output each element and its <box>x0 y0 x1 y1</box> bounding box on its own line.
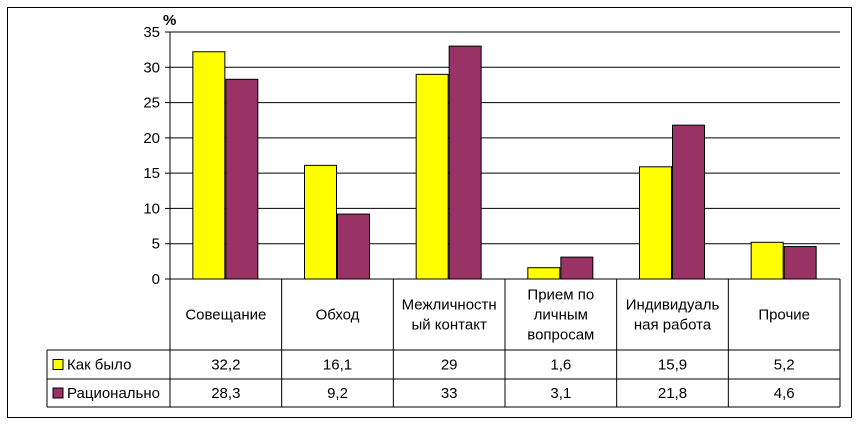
data-value: 1,6 <box>550 357 571 374</box>
y-tick-label: 35 <box>143 24 160 41</box>
y-tick-label: 0 <box>152 271 160 288</box>
chart-frame <box>7 7 852 418</box>
bar-kak-bylo <box>415 73 449 280</box>
bar-racionalno <box>448 45 482 280</box>
y-axis-label: % <box>163 12 176 29</box>
y-tick-label: 10 <box>143 200 160 217</box>
bars <box>192 45 817 280</box>
y-tick-label: 15 <box>143 165 160 182</box>
legend-label: Как было <box>67 357 131 374</box>
bar-racionalno <box>560 256 594 280</box>
data-value: 32,2 <box>211 357 240 374</box>
category-label: Прочие <box>758 307 810 324</box>
legend-label: Рационально <box>67 385 160 402</box>
bar-kak-bylo <box>750 241 784 280</box>
bar-kak-bylo <box>192 51 226 280</box>
category-label: личным <box>534 307 588 324</box>
bar-racionalno <box>672 124 705 280</box>
data-value: 4,6 <box>774 385 795 402</box>
data-value: 5,2 <box>774 357 795 374</box>
data-value: 33 <box>441 385 458 402</box>
data-value: 16,1 <box>323 357 352 374</box>
bar-kak-bylo <box>527 267 561 280</box>
y-axis: 0 5 10 15 20 25 30 35 <box>143 24 171 288</box>
category-label: Прием по <box>527 287 594 304</box>
category-label: ый контакт <box>411 317 486 334</box>
gridlines <box>170 31 840 280</box>
category-label: ная работа <box>634 317 712 334</box>
category-label: вопросам <box>527 327 594 344</box>
y-tick-label: 30 <box>143 59 160 76</box>
category-label: Индивидуаль <box>626 297 720 314</box>
bar-racionalno <box>225 78 259 280</box>
data-value: 9,2 <box>327 385 348 402</box>
y-tick-label: 25 <box>143 95 160 112</box>
category-label: Обход <box>316 307 360 324</box>
data-value: 28,3 <box>211 385 240 402</box>
y-tick-label: 20 <box>143 130 160 147</box>
data-value: 3,1 <box>550 385 571 402</box>
bar-racionalno <box>337 213 370 280</box>
bar-kak-bylo <box>639 166 672 280</box>
data-value: 29 <box>441 357 458 374</box>
y-tick-label: 5 <box>152 236 160 253</box>
legend-swatch <box>52 359 64 370</box>
category-label: Совещание <box>185 307 266 324</box>
data-value: 15,9 <box>658 357 687 374</box>
legend-swatch <box>52 387 64 399</box>
data-table: Совещание Обход Межличностн ый контакт Прием… <box>46 278 841 408</box>
data-value: 21,8 <box>658 385 687 402</box>
bar-racionalno <box>783 246 817 280</box>
bar-kak-bylo <box>304 164 337 280</box>
category-label: Межличностн <box>402 297 497 314</box>
